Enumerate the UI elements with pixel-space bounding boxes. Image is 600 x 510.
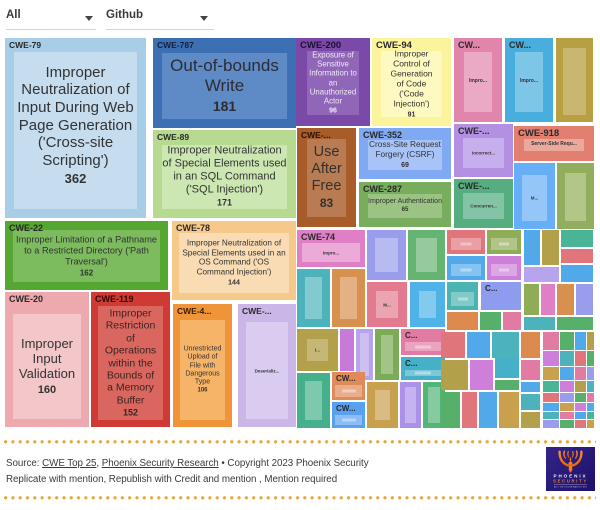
svg-text:PHOENIX: PHOENIX (554, 474, 588, 479)
svg-text:ACT ON VULNERABILITIES: ACT ON VULNERABILITIES (554, 486, 587, 489)
svg-text:SECURITY: SECURITY (553, 479, 588, 484)
